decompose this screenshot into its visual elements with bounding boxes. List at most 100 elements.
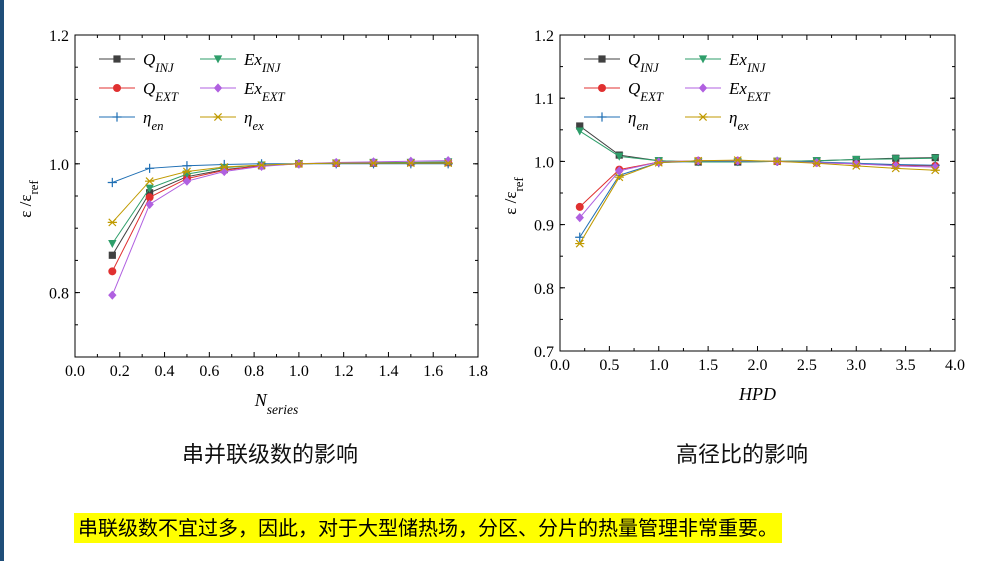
legend-item: ηen	[584, 108, 648, 133]
legend-marker	[597, 112, 607, 122]
x-tick-label: 1.2	[334, 363, 354, 380]
data-point	[575, 127, 584, 136]
series-ηex	[107, 159, 453, 227]
data-point	[575, 202, 584, 211]
data-point	[733, 156, 743, 165]
data-point	[930, 166, 940, 175]
legend-marker	[213, 112, 223, 122]
series-line	[111, 160, 449, 296]
x-tick-label: 0.4	[155, 363, 175, 380]
data-point	[182, 161, 192, 171]
series-QEXT	[108, 158, 453, 276]
y-tick-label: 0.8	[49, 286, 69, 303]
data-point	[107, 177, 117, 188]
data-point	[331, 159, 341, 168]
legend-label: ExEXT	[728, 79, 771, 104]
x-tick-label: 1.0	[289, 363, 309, 380]
legend-marker	[598, 84, 606, 92]
x-tick-label: 1.5	[698, 357, 718, 374]
series-line	[111, 161, 449, 244]
legend-item: ηex	[200, 108, 264, 133]
data-point	[182, 167, 192, 176]
y-axis-label-group: ε /εref	[501, 177, 526, 215]
data-point	[575, 232, 585, 242]
y-axis-label: ε /εref	[501, 177, 526, 215]
x-tick-label: 1.0	[649, 357, 669, 374]
data-point	[812, 159, 822, 168]
data-point	[294, 159, 304, 168]
y-tick-label: 1.0	[534, 154, 554, 171]
legend-marker	[698, 55, 708, 64]
legend-label: ExINJ	[728, 50, 767, 75]
data-point	[851, 161, 861, 170]
data-point	[219, 162, 229, 172]
series-ExEXT	[575, 156, 940, 223]
data-point	[891, 164, 901, 173]
conclusion-note: 串联级数不宜过多，因此，对于大型储热场，分区、分片的热量管理非常重要。	[74, 513, 782, 543]
data-point	[145, 163, 155, 173]
legend-label: QINJ	[628, 50, 660, 75]
y-tick-label: 1.0	[49, 157, 69, 174]
data-point	[108, 240, 117, 249]
series-ExEXT	[108, 155, 453, 300]
data-point	[615, 166, 624, 176]
x-tick-label: 3.5	[896, 357, 916, 374]
x-axis-label: HPD	[738, 384, 776, 404]
plot-frame	[74, 34, 479, 358]
data-point	[931, 154, 940, 163]
y-tick-label: 1.2	[534, 28, 554, 45]
legend-label: ηen	[628, 108, 648, 133]
series-ηex	[575, 156, 940, 248]
y-axis-label: ε /εref	[16, 180, 41, 218]
x-axis-label: Nseries	[254, 390, 299, 417]
series-line	[579, 130, 936, 163]
y-tick-label: 1.1	[534, 91, 554, 108]
legend-label: ηen	[143, 108, 163, 133]
series-line	[111, 162, 449, 223]
data-point	[145, 199, 154, 209]
chart-0: 0.0 0.2 0.4 0.6 0.8 1.0 1.2 1.4 1.6 1.8 0.8 1.0 1.2 N…	[16, 28, 488, 417]
legend-item: QEXT	[99, 79, 179, 104]
legend-item: ExEXT	[200, 79, 286, 104]
plot-frame	[559, 34, 956, 352]
data-point	[107, 218, 117, 227]
legend-item: QEXT	[584, 79, 664, 104]
legend-item: QINJ	[584, 50, 660, 75]
data-point	[693, 156, 703, 165]
legend-marker	[698, 112, 708, 122]
caption-right: 高径比的影响	[676, 443, 809, 468]
y-tick-label: 0.7	[534, 344, 554, 361]
legend-marker	[213, 83, 223, 93]
series-line	[579, 160, 936, 218]
chart-series-stages: 0.0 0.2 0.4 0.6 0.8 1.0 1.2 1.4 1.6 1.8 0.8 1.0 1.2 N…	[16, 28, 965, 417]
legend-marker	[113, 84, 121, 92]
series-line	[112, 163, 449, 183]
data-point	[256, 161, 267, 170]
data-point	[891, 155, 900, 164]
legend-item: ExEXT	[685, 79, 771, 104]
x-tick-label: 2.0	[748, 357, 768, 374]
y-axis-label-group: ε /εref	[16, 180, 41, 218]
legend-item: ηen	[99, 108, 163, 133]
data-point	[614, 173, 624, 182]
legend-marker	[698, 83, 708, 93]
data-point	[182, 176, 192, 186]
data-point	[654, 158, 664, 167]
x-tick-label: 0.6	[199, 363, 219, 380]
legend-marker	[213, 55, 223, 64]
x-tick-label: 1.6	[423, 363, 443, 380]
data-point	[931, 162, 940, 172]
legend-label: QINJ	[143, 50, 175, 75]
y-tick-label: 0.9	[534, 218, 554, 235]
series-line	[111, 162, 449, 256]
y-tick-label: 0.8	[534, 281, 554, 298]
legend-marker	[113, 55, 121, 63]
legend-label: ηex	[729, 108, 749, 133]
data-point	[575, 213, 584, 223]
data-point	[615, 152, 624, 161]
x-tick-label: 4.0	[945, 357, 965, 374]
legend-marker	[112, 112, 122, 122]
data-point	[145, 184, 154, 193]
y-tick-label: 1.2	[49, 28, 69, 45]
caption-left: 串并联级数的影响	[182, 443, 359, 468]
